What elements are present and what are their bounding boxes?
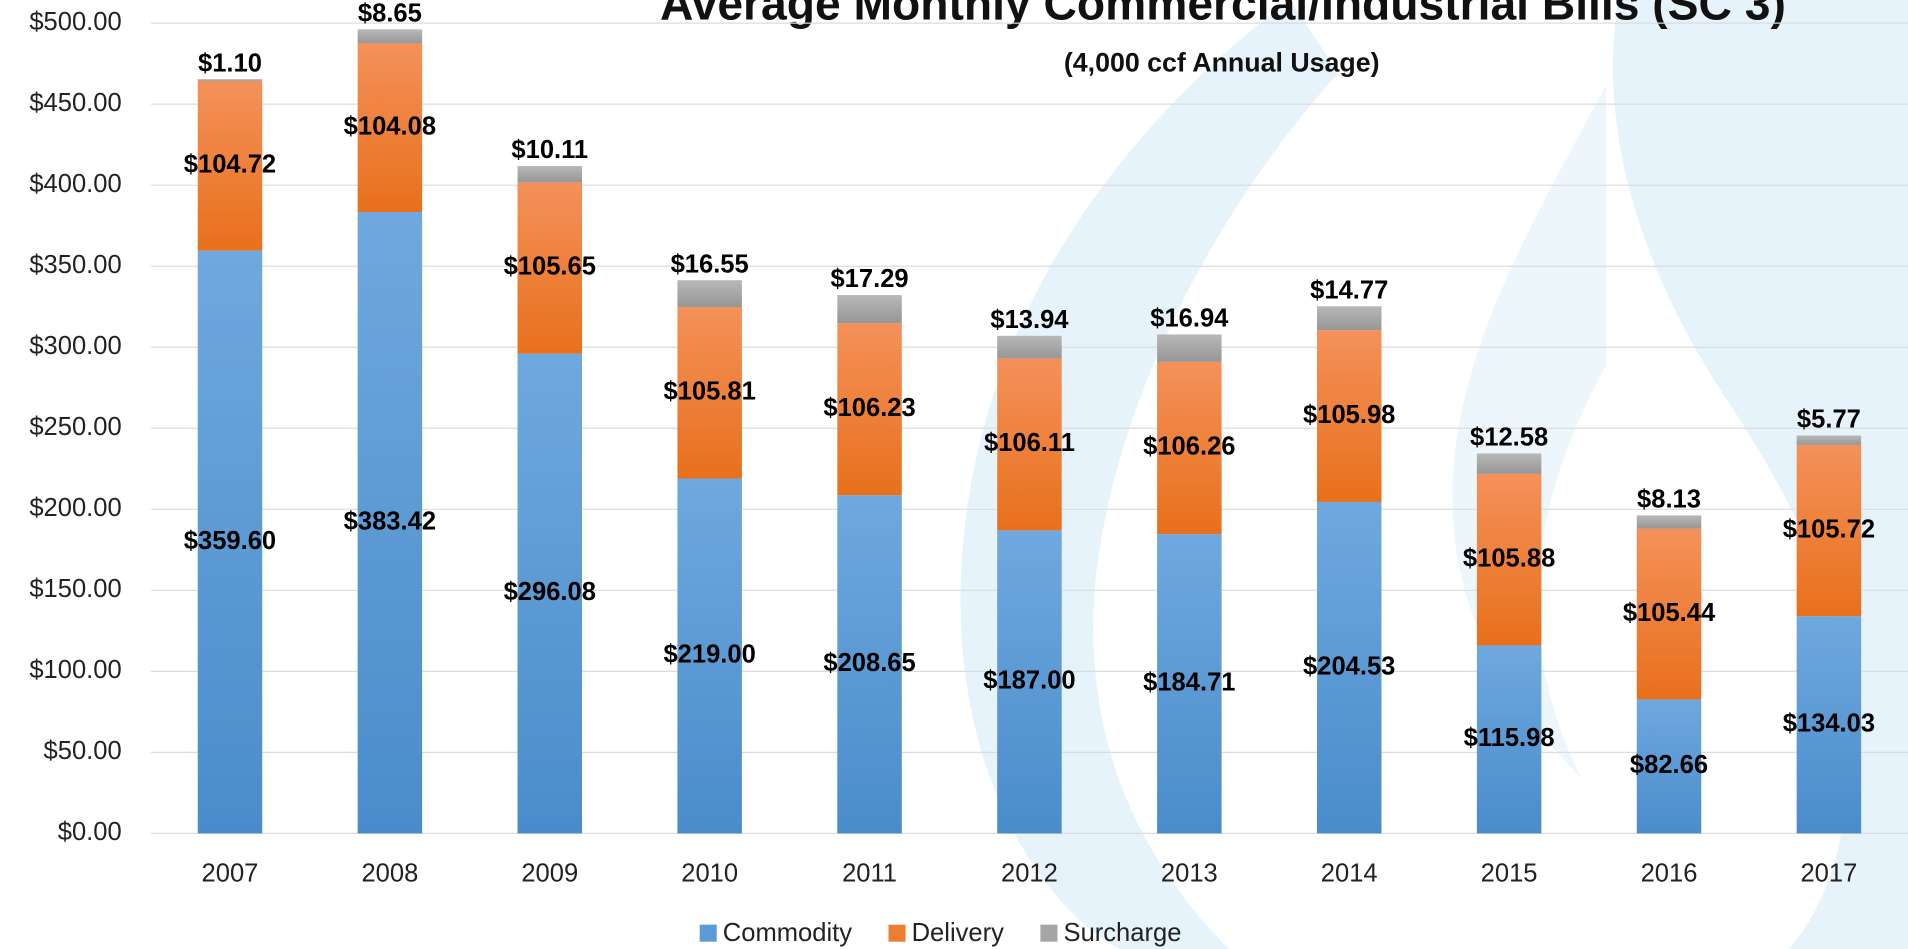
x-tick-label: 2014 <box>1321 860 1378 888</box>
y-tick-label: $500.00 <box>29 8 121 36</box>
bar-segment <box>1157 334 1221 361</box>
legend-swatch <box>889 925 906 942</box>
data-label: $10.11 <box>511 136 588 164</box>
data-label: $1.10 <box>198 49 262 77</box>
data-label: $115.98 <box>1464 724 1555 752</box>
data-label: $106.11 <box>984 429 1075 457</box>
bar-segment <box>837 295 901 323</box>
data-label: $105.44 <box>1623 599 1716 627</box>
y-tick-label: $450.00 <box>29 89 121 117</box>
x-tick-label: 2016 <box>1641 860 1698 888</box>
chart-title: Average Monthly Commercial/Industrial Bi… <box>660 0 1786 30</box>
data-label: $219.00 <box>663 641 755 669</box>
data-label: $16.94 <box>1150 305 1229 333</box>
chart: Average Monthly Commercial/Industrial Bi… <box>0 0 1908 949</box>
x-tick-label: 2015 <box>1481 860 1538 888</box>
legend-label: Surcharge <box>1064 919 1182 947</box>
y-tick-label: $150.00 <box>29 575 121 603</box>
legend-swatch <box>1040 925 1057 942</box>
data-label: $104.08 <box>344 112 436 140</box>
data-label: $14.77 <box>1310 276 1388 304</box>
legend-label: Commodity <box>723 919 852 947</box>
x-tick-label: 2017 <box>1800 860 1857 888</box>
x-tick-label: 2012 <box>1001 860 1058 888</box>
data-label: $13.94 <box>990 306 1069 334</box>
background-flame <box>961 0 1908 949</box>
data-label: $134.03 <box>1783 710 1875 738</box>
data-label: $16.55 <box>671 250 749 278</box>
data-label: $104.72 <box>184 151 276 179</box>
y-tick-label: $400.00 <box>29 170 121 198</box>
legend-swatch <box>700 925 717 942</box>
y-tick-label: $250.00 <box>29 413 121 441</box>
data-label: $208.65 <box>823 649 915 677</box>
x-tick-label: 2007 <box>202 860 259 888</box>
data-label: $383.42 <box>344 507 436 535</box>
data-label: $184.71 <box>1143 668 1235 696</box>
bar-segment <box>1637 515 1701 528</box>
y-tick-label: $100.00 <box>29 656 121 684</box>
x-tick-label: 2009 <box>521 860 578 888</box>
y-tick-label: $200.00 <box>29 494 121 522</box>
x-tick-label: 2010 <box>681 860 738 888</box>
data-label: $105.98 <box>1303 401 1395 429</box>
data-label: $105.88 <box>1463 544 1555 572</box>
data-label: $105.72 <box>1783 515 1875 543</box>
data-label: $106.23 <box>823 394 915 422</box>
bar-segment <box>518 166 582 182</box>
y-tick-label: $350.00 <box>29 251 121 279</box>
bar-segment <box>997 336 1061 359</box>
data-label: $105.81 <box>663 378 755 406</box>
data-label: $8.65 <box>358 0 422 28</box>
y-tick-label: $300.00 <box>29 332 121 360</box>
data-label: $105.65 <box>504 253 596 281</box>
bar-segment <box>1477 453 1541 473</box>
bar-segment <box>358 29 422 43</box>
legend-label: Delivery <box>912 919 1005 947</box>
bar-segment <box>198 79 262 81</box>
data-label: $82.66 <box>1630 751 1708 779</box>
x-tick-label: 2008 <box>361 860 418 888</box>
data-label: $204.53 <box>1303 652 1395 680</box>
data-label: $5.77 <box>1797 406 1861 434</box>
data-label: $106.26 <box>1143 433 1235 461</box>
x-tick-label: 2013 <box>1161 860 1218 888</box>
y-tick-label: $0.00 <box>58 818 122 846</box>
bar-segment <box>1797 436 1861 445</box>
data-label: $187.00 <box>983 667 1075 695</box>
data-label: $296.08 <box>504 578 596 606</box>
bar-segment <box>1317 306 1381 330</box>
y-tick-label: $50.00 <box>44 737 122 765</box>
data-label: $8.13 <box>1637 486 1701 514</box>
chart-subtitle: (4,000 ccf Annual Usage) <box>1064 48 1380 78</box>
data-label: $17.29 <box>830 265 908 293</box>
data-label: $12.58 <box>1470 424 1548 452</box>
data-label: $359.60 <box>184 527 276 555</box>
page: {"chart_data": { "type": "stacked-bar", … <box>0 0 1908 949</box>
x-tick-label: 2011 <box>842 860 897 888</box>
bar-segment <box>677 280 741 307</box>
